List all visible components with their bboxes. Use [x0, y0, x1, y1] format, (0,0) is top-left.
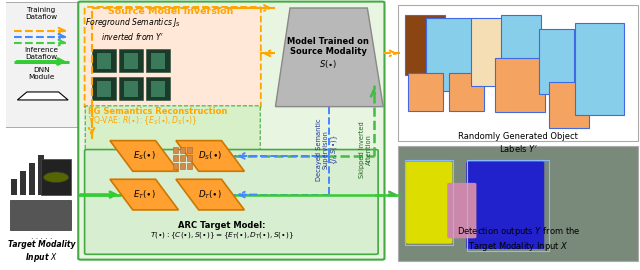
FancyBboxPatch shape: [187, 155, 193, 161]
FancyBboxPatch shape: [495, 58, 545, 113]
FancyBboxPatch shape: [41, 159, 71, 195]
FancyBboxPatch shape: [173, 147, 179, 153]
FancyBboxPatch shape: [151, 81, 165, 97]
Text: . . . . .: . . . . .: [31, 232, 52, 241]
FancyBboxPatch shape: [467, 161, 544, 249]
FancyBboxPatch shape: [548, 82, 589, 129]
Polygon shape: [176, 179, 244, 210]
Text: VQ-VAE: $R(\bullet):\{E_S(\bullet), D_S(\bullet)\}$: VQ-VAE: $R(\bullet):\{E_S(\bullet), D_S(…: [88, 115, 198, 127]
Text: Training
Dataflow: Training Dataflow: [26, 7, 58, 20]
Text: Foreground Semantics $J_S$
inverted from $Y'$: Foreground Semantics $J_S$ inverted from…: [84, 16, 181, 42]
Text: Target Modality
Input $X$: Target Modality Input $X$: [8, 241, 76, 264]
Text: $T(\bullet):\{C(\bullet), S(\bullet)\}=\{E_T(\bullet), D_T(\bullet), S(\bullet)\: $T(\bullet):\{C(\bullet), S(\bullet)\}=\…: [150, 231, 294, 241]
FancyBboxPatch shape: [500, 15, 541, 75]
FancyBboxPatch shape: [146, 77, 170, 100]
Text: ARC Target Model:: ARC Target Model:: [178, 221, 266, 230]
FancyBboxPatch shape: [29, 163, 35, 195]
Polygon shape: [17, 92, 68, 100]
Text: $E_T(\bullet)$: $E_T(\bullet)$: [133, 188, 156, 201]
FancyBboxPatch shape: [119, 77, 143, 100]
FancyBboxPatch shape: [151, 53, 165, 69]
FancyBboxPatch shape: [84, 150, 378, 254]
FancyBboxPatch shape: [146, 49, 170, 72]
FancyBboxPatch shape: [92, 49, 116, 72]
Text: Inference
Dataflow: Inference Dataflow: [24, 47, 58, 60]
FancyBboxPatch shape: [406, 161, 452, 244]
Text: Skipped Inverted
Attention: Skipped Inverted Attention: [359, 121, 372, 178]
FancyBboxPatch shape: [399, 146, 638, 261]
FancyBboxPatch shape: [180, 155, 186, 161]
FancyBboxPatch shape: [97, 81, 111, 97]
FancyBboxPatch shape: [92, 77, 116, 100]
FancyBboxPatch shape: [449, 73, 484, 111]
FancyBboxPatch shape: [78, 2, 385, 260]
FancyBboxPatch shape: [10, 200, 71, 230]
Polygon shape: [275, 8, 383, 107]
Circle shape: [44, 172, 68, 183]
FancyBboxPatch shape: [187, 163, 193, 169]
Text: $D_T(\bullet)$: $D_T(\bullet)$: [198, 188, 222, 201]
Polygon shape: [110, 179, 179, 210]
FancyBboxPatch shape: [408, 73, 444, 111]
FancyBboxPatch shape: [124, 53, 138, 69]
FancyBboxPatch shape: [84, 7, 261, 108]
FancyBboxPatch shape: [470, 18, 511, 86]
FancyBboxPatch shape: [180, 147, 186, 153]
FancyBboxPatch shape: [97, 53, 111, 69]
FancyBboxPatch shape: [20, 171, 26, 195]
FancyBboxPatch shape: [4, 2, 79, 127]
FancyBboxPatch shape: [399, 5, 638, 141]
Text: $D_S(\bullet)$: $D_S(\bullet)$: [198, 150, 222, 162]
FancyBboxPatch shape: [405, 15, 445, 75]
Text: $E_S(\bullet)$: $E_S(\bullet)$: [132, 150, 156, 162]
Text: FG Semantics Reconstruction: FG Semantics Reconstruction: [88, 107, 228, 116]
FancyBboxPatch shape: [11, 178, 17, 195]
Text: DNN
Module: DNN Module: [28, 67, 54, 80]
FancyBboxPatch shape: [180, 163, 186, 169]
Text: Source Model Inversion: Source Model Inversion: [108, 7, 234, 16]
Text: Model Trained on
Source Modality
$S(\bullet)$: Model Trained on Source Modality $S(\bul…: [287, 37, 369, 70]
FancyBboxPatch shape: [38, 155, 44, 195]
FancyBboxPatch shape: [173, 155, 179, 161]
FancyBboxPatch shape: [124, 81, 138, 97]
FancyBboxPatch shape: [119, 49, 143, 72]
FancyBboxPatch shape: [85, 106, 260, 150]
FancyBboxPatch shape: [447, 183, 476, 238]
FancyBboxPatch shape: [173, 163, 179, 169]
FancyBboxPatch shape: [538, 29, 574, 94]
FancyBboxPatch shape: [187, 147, 193, 153]
FancyBboxPatch shape: [6, 129, 77, 266]
Polygon shape: [176, 141, 244, 171]
FancyBboxPatch shape: [426, 18, 476, 91]
FancyBboxPatch shape: [575, 23, 623, 115]
Text: Detection outputs $Y$ from the
Target Modality Input $X$: Detection outputs $Y$ from the Target Mo…: [456, 225, 580, 253]
Text: Decayed Semantic
Supervision
$\{J_r, S(\bullet)\}$: Decayed Semantic Supervision $\{J_r, S(\…: [316, 118, 340, 181]
Text: Randomly Generated Object
Labels $Y'$: Randomly Generated Object Labels $Y'$: [458, 133, 578, 154]
Polygon shape: [110, 141, 179, 171]
